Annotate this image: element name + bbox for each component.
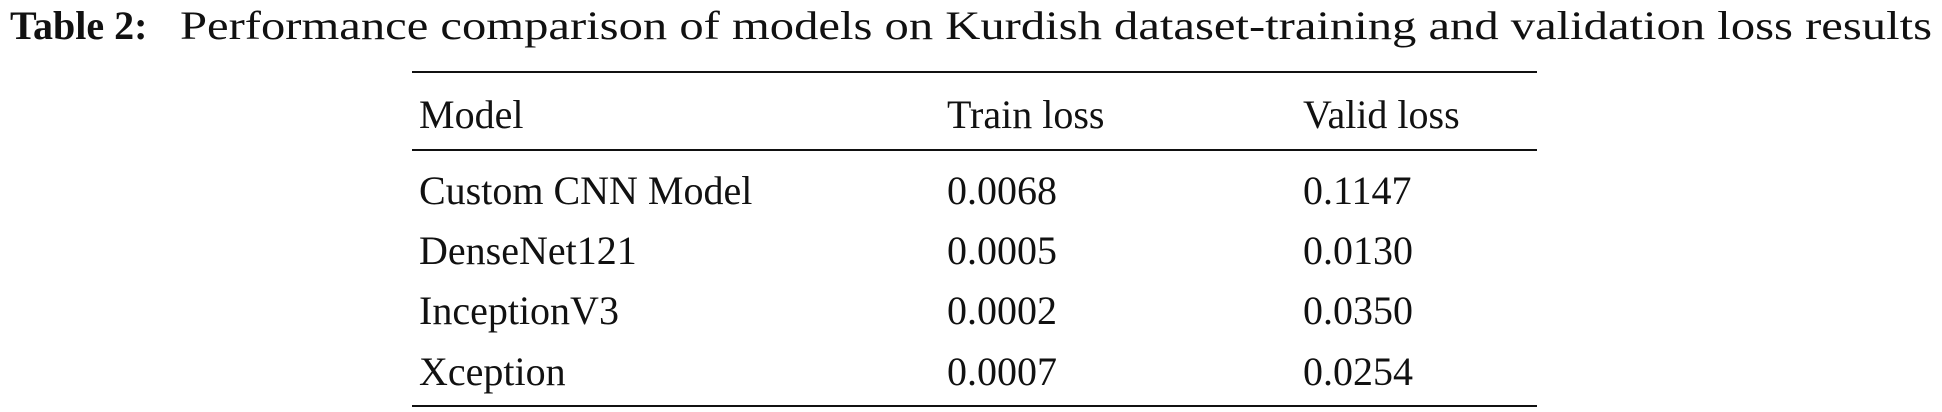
table-cell: 0.0130: [1303, 228, 1413, 273]
table-cell: 0.0002: [947, 288, 1057, 333]
table-cell: Custom CNN Model: [419, 168, 752, 213]
table-cell: 0.0254: [1303, 349, 1413, 394]
table-cell: DenseNet121: [419, 228, 637, 273]
table-cell: Xception: [419, 349, 566, 394]
caption-label: Table 2:: [10, 3, 147, 48]
table-cell: 0.0068: [947, 168, 1057, 213]
table: Model Train loss Valid loss Custom CNN Mode…: [419, 92, 1460, 394]
column-header: Valid loss: [1303, 92, 1460, 137]
column-header: Train loss: [947, 92, 1104, 137]
table-cell: 0.0005: [947, 228, 1057, 273]
table-cell: 0.1147: [1303, 168, 1412, 213]
column-header: Model: [419, 92, 523, 137]
caption-text: Performance comparison of models on Kurd…: [180, 3, 1932, 48]
table-cell: InceptionV3: [419, 288, 619, 333]
table-cell: 0.0007: [947, 349, 1057, 394]
table-cell: 0.0350: [1303, 288, 1413, 333]
